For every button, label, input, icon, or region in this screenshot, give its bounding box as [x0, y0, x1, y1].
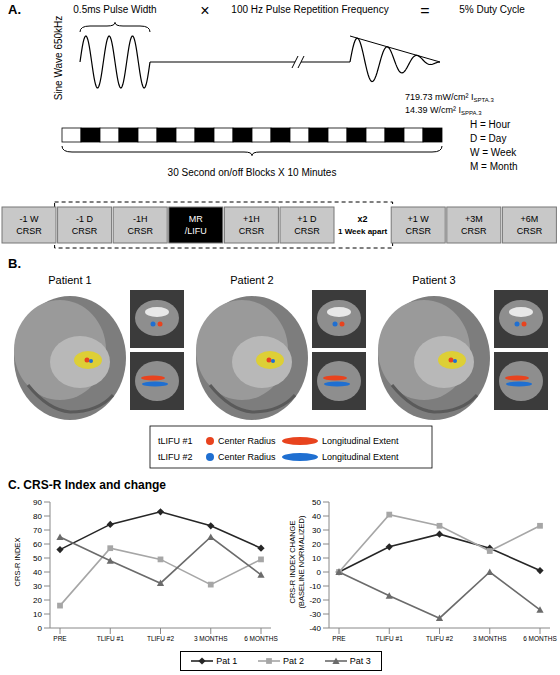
svg-text:TLIFU #2: TLIFU #2: [147, 635, 174, 642]
svg-text:CRSR: CRSR: [517, 226, 543, 236]
svg-text:+6M: +6M: [521, 214, 539, 224]
svg-text:CRSR: CRSR: [72, 226, 98, 236]
svg-text:TLIFU #1: TLIFU #1: [97, 635, 124, 642]
svg-text:Longitudinal Extent: Longitudinal Extent: [322, 436, 399, 446]
svg-text:Patient 3: Patient 3: [412, 274, 455, 286]
svg-text:Center Radius: Center Radius: [218, 452, 276, 462]
svg-text:D = Day: D = Day: [470, 133, 506, 144]
svg-text:0.5ms Pulse Width: 0.5ms Pulse Width: [73, 4, 156, 15]
svg-text:×: ×: [200, 2, 209, 19]
svg-text:70: 70: [33, 526, 42, 535]
svg-text:0: 0: [38, 624, 43, 633]
svg-text:50: 50: [312, 498, 321, 507]
svg-text:14.39 W/cm² ISPPA.3: 14.39 W/cm² ISPPA.3: [405, 105, 482, 116]
svg-text:10: 10: [312, 554, 321, 563]
svg-text:Center Radius: Center Radius: [218, 436, 276, 446]
svg-text:M = Month: M = Month: [470, 161, 518, 172]
svg-text:Patient 2: Patient 2: [230, 274, 273, 286]
svg-text:CRSR: CRSR: [127, 226, 153, 236]
svg-text:-20: -20: [309, 596, 321, 605]
svg-text:CRSR: CRSR: [16, 226, 42, 236]
svg-text:TLIFU #2: TLIFU #2: [426, 635, 453, 642]
svg-text:+1 W: +1 W: [408, 214, 430, 224]
svg-text:-10: -10: [309, 582, 321, 591]
svg-text:20: 20: [312, 540, 321, 549]
svg-text:80: 80: [33, 512, 42, 521]
svg-text:A.: A.: [8, 2, 21, 17]
svg-text:W = Week: W = Week: [470, 147, 517, 158]
svg-text:3 MONTHS: 3 MONTHS: [473, 635, 507, 642]
svg-text:0: 0: [317, 568, 322, 577]
svg-text:40: 40: [33, 568, 42, 577]
svg-text:(BASELINE NORMALIZED): (BASELINE NORMALIZED): [297, 515, 306, 608]
svg-text:MR: MR: [189, 214, 203, 224]
svg-text:-1H: -1H: [133, 214, 148, 224]
svg-text:90: 90: [33, 498, 42, 507]
svg-text:-1 W: -1 W: [20, 214, 40, 224]
svg-text:tLIFU #2: tLIFU #2: [158, 452, 193, 462]
html-text:Pat 3: Pat 3: [349, 656, 371, 666]
svg-text:CRSR: CRSR: [405, 226, 431, 236]
svg-text:50: 50: [33, 554, 42, 563]
svg-text:/LIFU: /LIFU: [185, 226, 207, 236]
svg-text:PRE: PRE: [332, 635, 346, 642]
html-text:Pat 2: Pat 2: [283, 656, 304, 666]
svg-text:-30: -30: [309, 610, 321, 619]
svg-text:H = Hour: H = Hour: [470, 119, 511, 130]
svg-text:PRE: PRE: [53, 635, 67, 642]
svg-text:3 MONTHS: 3 MONTHS: [194, 635, 228, 642]
svg-text:-40: -40: [309, 624, 321, 633]
svg-text:719.73 mW/cm² ISPTA.3: 719.73 mW/cm² ISPTA.3: [405, 92, 494, 103]
svg-text:=: =: [420, 2, 429, 19]
svg-text:CRS-R INDEX CHANGE: CRS-R INDEX CHANGE: [288, 521, 297, 604]
svg-text:5% Duty Cycle: 5% Duty Cycle: [459, 4, 525, 15]
svg-text:CRSR: CRSR: [461, 226, 487, 236]
svg-text:+1 D: +1 D: [297, 214, 317, 224]
svg-text:tLIFU #1: tLIFU #1: [158, 436, 193, 446]
svg-text:x2: x2: [358, 214, 368, 224]
html-text:Pat 1: Pat 1: [216, 656, 238, 666]
svg-text:TLIFU #1: TLIFU #1: [376, 635, 403, 642]
svg-text:30: 30: [312, 526, 321, 535]
svg-text:100 Hz Pulse Repetition Freque: 100 Hz Pulse Repetition Frequency: [231, 4, 388, 15]
svg-text:CRSR: CRSR: [239, 226, 265, 236]
svg-text:1 Week apart: 1 Week apart: [338, 227, 388, 236]
svg-text:CRS-R INDEX: CRS-R INDEX: [13, 538, 22, 587]
svg-text:30: 30: [33, 582, 42, 591]
svg-text:Patient 1: Patient 1: [48, 274, 91, 286]
svg-text:20: 20: [33, 596, 42, 605]
svg-text:B.: B.: [8, 256, 21, 271]
svg-text:40: 40: [312, 512, 321, 521]
svg-text:Longitudinal Extent: Longitudinal Extent: [322, 452, 399, 462]
svg-text:60: 60: [33, 540, 42, 549]
svg-text:+3M: +3M: [465, 214, 483, 224]
svg-text:-1 D: -1 D: [76, 214, 94, 224]
html-text:C. CRS-R Index and change: C. CRS-R Index and change: [8, 478, 166, 492]
svg-text:6 MONTHS: 6 MONTHS: [244, 635, 278, 642]
svg-text:+1H: +1H: [243, 214, 260, 224]
svg-text:6 MONTHS: 6 MONTHS: [523, 635, 552, 642]
svg-text:CRSR: CRSR: [294, 226, 320, 236]
svg-text:10: 10: [33, 610, 42, 619]
svg-text:Sine Wave 650kHz: Sine Wave 650kHz: [53, 16, 64, 101]
svg-text:30 Second on/off Blocks X 10 M: 30 Second on/off Blocks X 10 Minutes: [168, 167, 337, 178]
